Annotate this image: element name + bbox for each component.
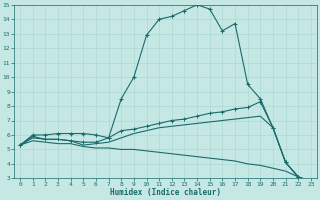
X-axis label: Humidex (Indice chaleur): Humidex (Indice chaleur) [110,188,221,197]
